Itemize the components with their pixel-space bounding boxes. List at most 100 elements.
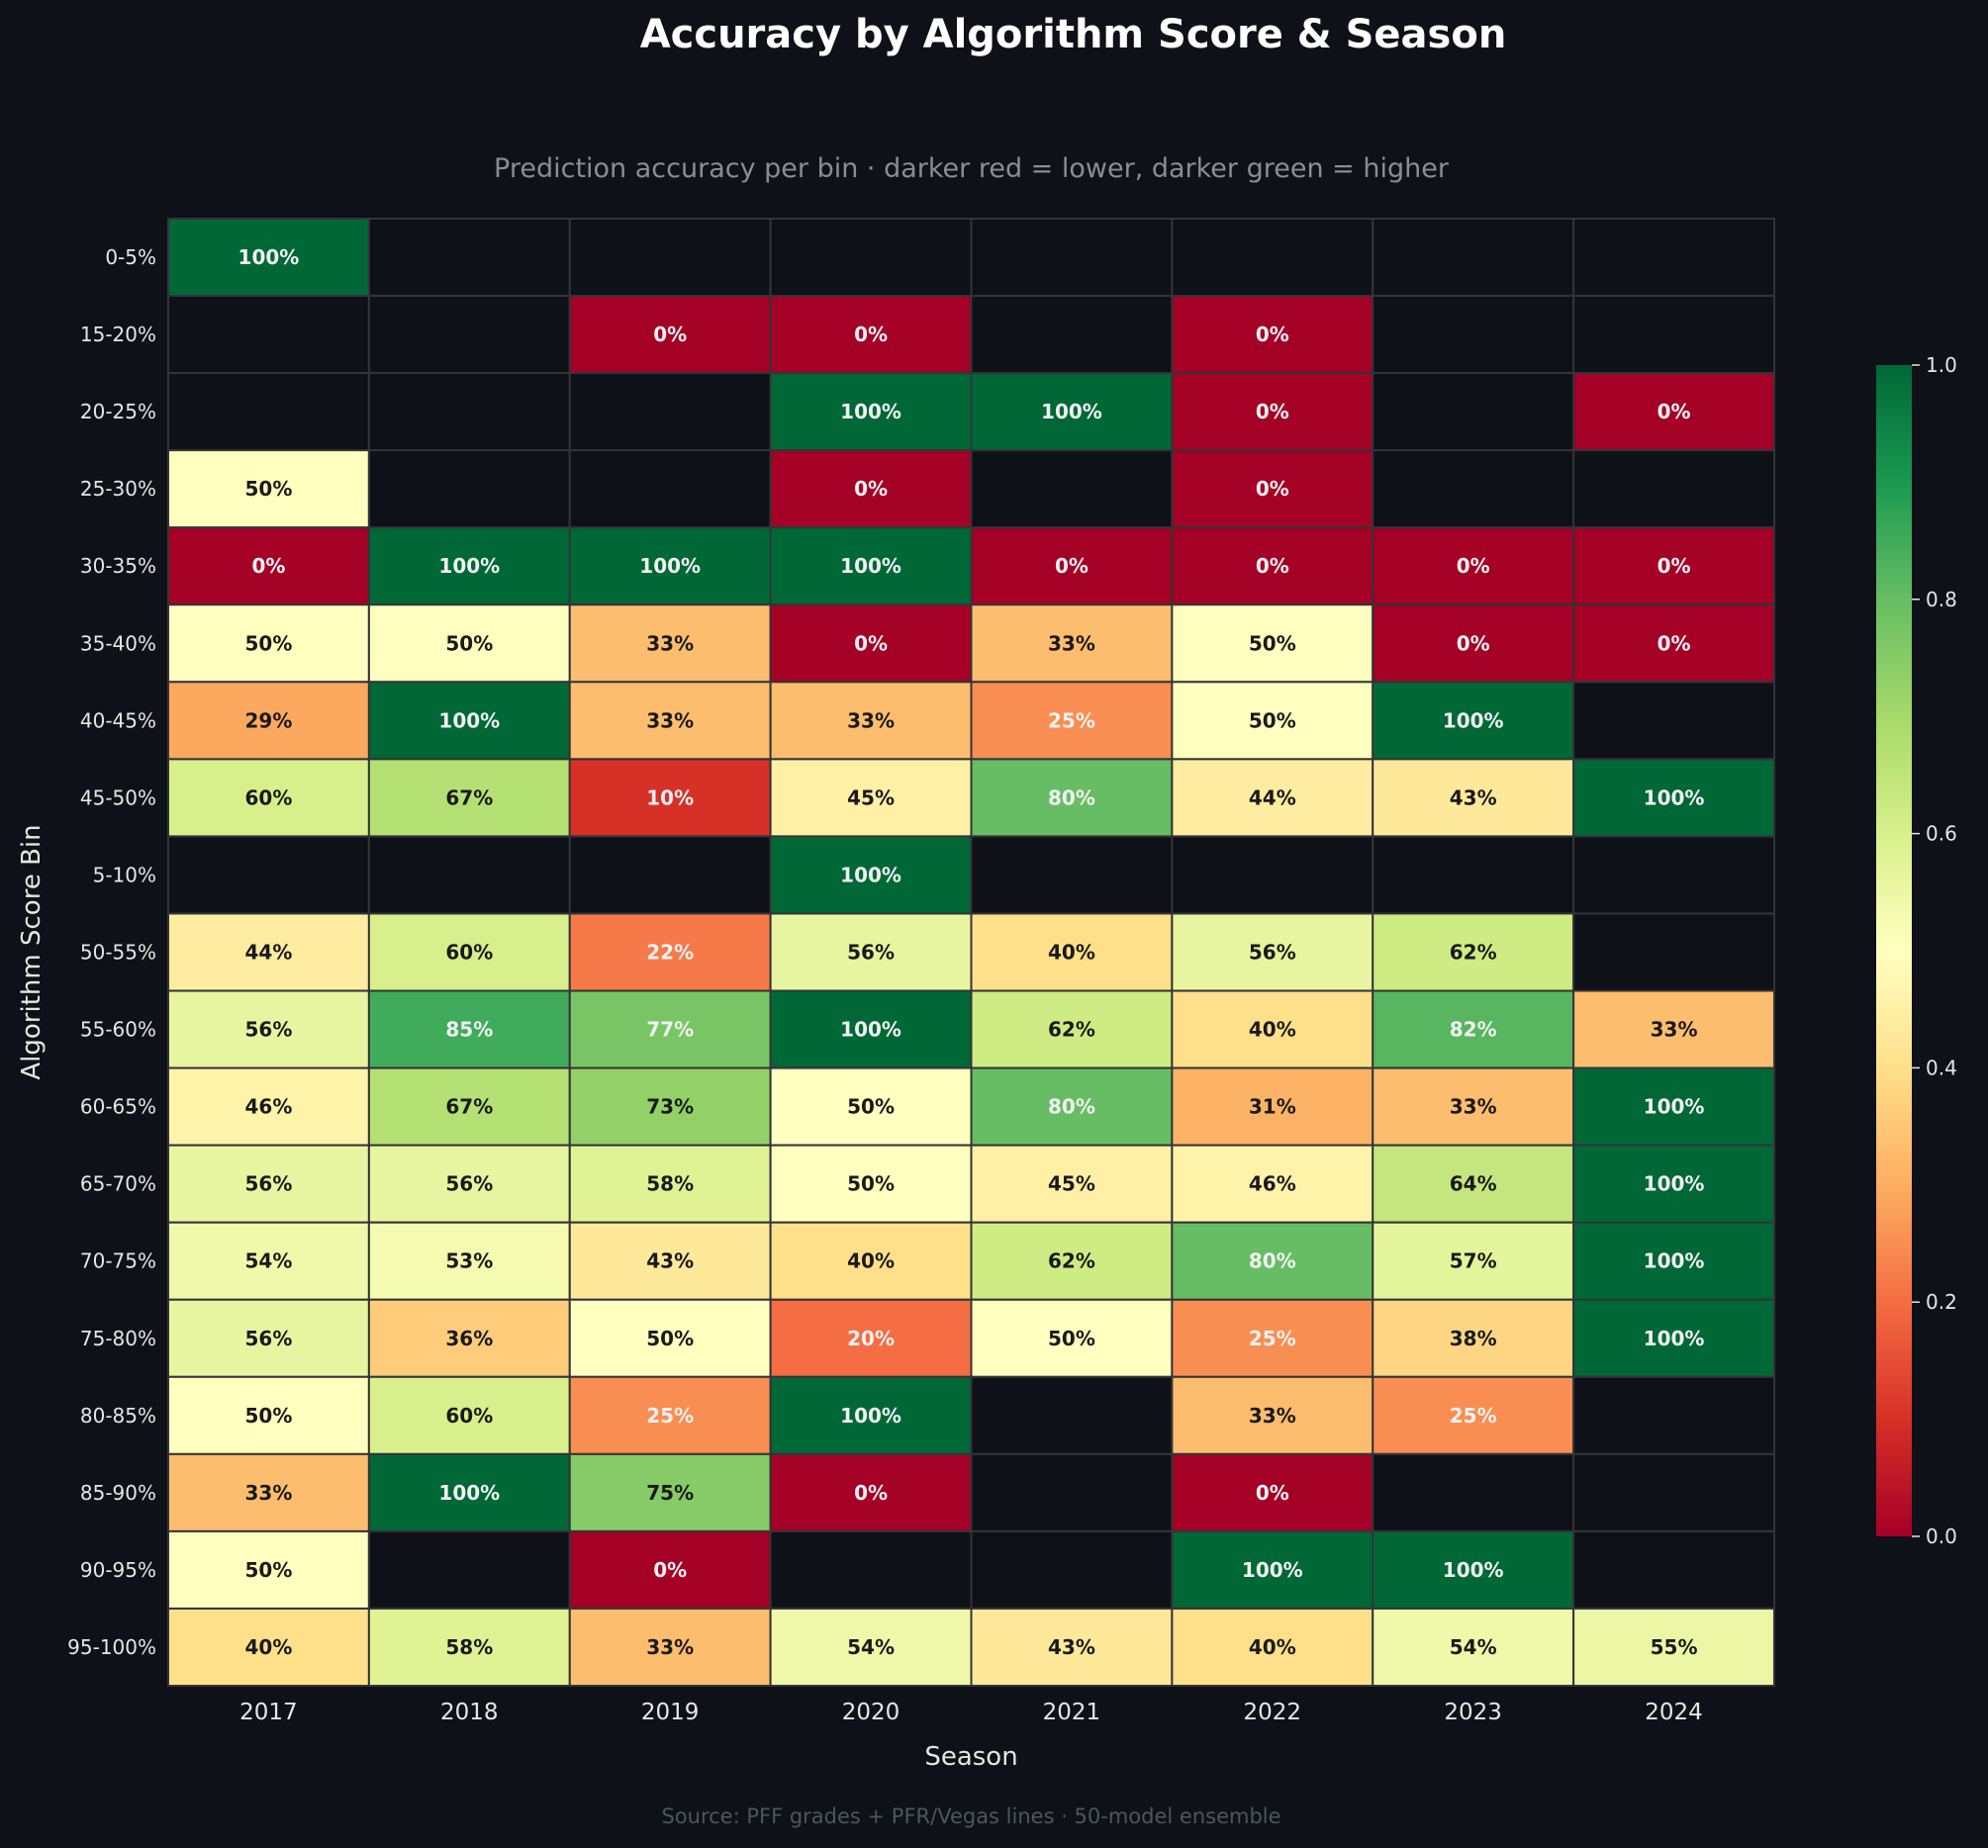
cell-value-label: 0% bbox=[854, 323, 888, 346]
heatmap-cell bbox=[769, 1529, 973, 1610]
cell-value-label: 33% bbox=[646, 631, 694, 655]
cell-value-label: 50% bbox=[847, 1095, 895, 1119]
heatmap-cell bbox=[970, 989, 1174, 1069]
heatmap-cell bbox=[367, 912, 571, 992]
cell-value-label: 100% bbox=[1644, 785, 1705, 809]
heatmap-cell bbox=[769, 1066, 973, 1147]
heatmap-cell bbox=[769, 1375, 973, 1455]
cell-value-label: 0% bbox=[1657, 400, 1691, 423]
cell-value-label: 100% bbox=[1443, 1558, 1504, 1582]
cell-value-label: 80% bbox=[1048, 785, 1095, 809]
heatmap-cell bbox=[568, 1375, 772, 1455]
heatmap-cell bbox=[1372, 372, 1575, 452]
heatmap-cell bbox=[167, 372, 370, 452]
y-tick-label: 20-25% bbox=[80, 400, 156, 423]
heatmap-cell bbox=[769, 449, 973, 529]
cell-value-label: 40% bbox=[1249, 1018, 1296, 1042]
cell-value-label: 50% bbox=[1048, 1327, 1095, 1350]
y-tick-label: 65-70% bbox=[80, 1172, 156, 1196]
cell-value-label: 100% bbox=[840, 1018, 901, 1042]
y-tick-label: 25-30% bbox=[80, 477, 156, 501]
chart-title: Accuracy by Algorithm Score & Season bbox=[639, 12, 1507, 57]
cell-value-label: 33% bbox=[1249, 1404, 1296, 1428]
cell-value-label: 53% bbox=[445, 1249, 493, 1273]
cell-value-label: 33% bbox=[646, 708, 694, 732]
cell-value-label: 0% bbox=[1256, 400, 1289, 423]
cell-value-label: 43% bbox=[1450, 785, 1497, 809]
cell-value-label: 33% bbox=[1450, 1095, 1497, 1119]
heatmap-cell bbox=[367, 372, 571, 452]
heatmap-cell bbox=[970, 1452, 1174, 1532]
cell-value-label: 100% bbox=[1443, 708, 1504, 732]
x-tick-label: 2019 bbox=[641, 1700, 700, 1725]
heatmap-cell bbox=[970, 1221, 1174, 1301]
cell-value-label: 50% bbox=[1249, 631, 1296, 655]
cell-value-label: 40% bbox=[1048, 941, 1095, 965]
cell-value-label: 54% bbox=[847, 1635, 895, 1659]
heatmap-cell bbox=[1171, 218, 1374, 298]
heatmap-cell bbox=[568, 1452, 772, 1532]
cell-value-label: 0% bbox=[1457, 631, 1490, 655]
heatmap-cell bbox=[1372, 1221, 1575, 1301]
heatmap-cell bbox=[568, 526, 772, 606]
heatmap-cell bbox=[769, 912, 973, 992]
heatmap-cell bbox=[1572, 1529, 1775, 1610]
heatmap-cell bbox=[1572, 681, 1775, 761]
cell-value-label: 29% bbox=[245, 708, 293, 732]
cell-value-label: 43% bbox=[646, 1249, 694, 1273]
cell-value-label: 0% bbox=[1256, 1481, 1289, 1505]
heatmap-cell bbox=[970, 1375, 1174, 1455]
heatmap-cell bbox=[769, 218, 973, 298]
heatmap-cell bbox=[1372, 1452, 1575, 1532]
cell-value-label: 60% bbox=[445, 941, 493, 965]
heatmap-cell bbox=[167, 835, 370, 915]
heatmap-cell bbox=[568, 989, 772, 1069]
heatmap-cell bbox=[1372, 295, 1575, 375]
cell-value-label: 62% bbox=[1048, 1249, 1095, 1273]
cell-value-label: 100% bbox=[840, 400, 901, 423]
cell-value-label: 0% bbox=[854, 1481, 888, 1505]
source-footer: Source: PFF grades + PFR/Vegas lines · 5… bbox=[661, 1804, 1281, 1828]
y-tick-label: 40-45% bbox=[80, 708, 156, 732]
cell-value-label: 56% bbox=[245, 1172, 293, 1196]
cell-value-label: 0% bbox=[854, 477, 888, 501]
cell-value-label: 100% bbox=[238, 245, 300, 269]
colorbar-tick-label: 0.6 bbox=[1926, 822, 1957, 846]
y-tick-label: 80-85% bbox=[80, 1404, 156, 1428]
heatmap-cell bbox=[167, 1221, 370, 1301]
cell-value-label: 50% bbox=[245, 1558, 293, 1582]
heatmap-cell bbox=[970, 1529, 1174, 1610]
cell-value-label: 58% bbox=[445, 1635, 493, 1659]
heatmap-cell bbox=[970, 218, 1174, 298]
cell-value-label: 50% bbox=[245, 631, 293, 655]
cell-value-label: 33% bbox=[1048, 631, 1095, 655]
cell-value-label: 40% bbox=[847, 1249, 895, 1273]
cell-value-label: 33% bbox=[1651, 1018, 1698, 1042]
heatmap-cell bbox=[367, 758, 571, 838]
heatmap-cell bbox=[1372, 218, 1575, 298]
y-tick-label: 85-90% bbox=[80, 1481, 156, 1505]
cell-value-label: 46% bbox=[245, 1095, 293, 1119]
cell-value-label: 25% bbox=[1249, 1327, 1296, 1350]
heatmap-cell bbox=[769, 758, 973, 838]
cell-value-label: 50% bbox=[1249, 708, 1296, 732]
cell-value-label: 46% bbox=[1249, 1172, 1296, 1196]
heatmap-cell bbox=[769, 372, 973, 452]
cell-value-label: 33% bbox=[646, 1635, 694, 1659]
cell-value-label: 54% bbox=[1450, 1635, 1497, 1659]
cell-value-label: 0% bbox=[1256, 477, 1289, 501]
heatmap-cell bbox=[367, 989, 571, 1069]
heatmap-cell bbox=[367, 295, 571, 375]
heatmap-cell bbox=[167, 1607, 370, 1688]
cell-value-label: 100% bbox=[1041, 400, 1102, 423]
y-tick-label: 45-50% bbox=[80, 785, 156, 809]
cell-value-label: 85% bbox=[445, 1018, 493, 1042]
cell-value-label: 100% bbox=[1644, 1172, 1705, 1196]
cell-value-label: 62% bbox=[1048, 1018, 1095, 1042]
cell-value-label: 100% bbox=[438, 554, 500, 578]
cell-value-label: 56% bbox=[847, 941, 895, 965]
cell-value-label: 64% bbox=[1450, 1172, 1497, 1196]
heatmap-cell bbox=[1372, 1607, 1575, 1688]
heatmap-cell bbox=[1572, 603, 1775, 684]
cell-value-label: 45% bbox=[847, 785, 895, 809]
